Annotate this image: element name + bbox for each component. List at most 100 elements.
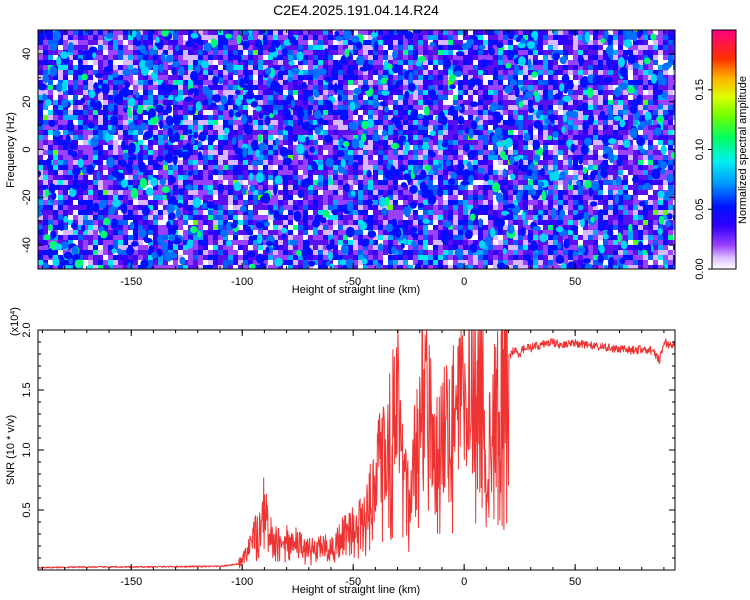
heatmap-cell — [38, 95, 43, 100]
heatmap-cell — [413, 50, 418, 55]
heatmap-cell — [523, 95, 528, 100]
heatmap-cell — [38, 100, 43, 105]
heatmap-cell — [553, 195, 558, 200]
heatmap-cell — [118, 100, 123, 105]
heatmap-cell — [388, 160, 393, 165]
heatmap-cell — [183, 75, 188, 80]
heatmap-cell — [603, 125, 608, 130]
heatmap-cell — [373, 175, 378, 180]
heatmap-cell — [358, 210, 363, 215]
heatmap-cell — [328, 150, 333, 155]
heatmap-cell — [658, 185, 663, 190]
heatmap-cell — [43, 140, 48, 145]
heatmap-cell — [603, 40, 608, 45]
heatmap-cell — [453, 200, 458, 205]
heatmap-cell — [573, 70, 578, 75]
heatmap-cell — [313, 200, 318, 205]
heatmap-cell — [428, 180, 433, 185]
heatmap-cell — [398, 130, 403, 135]
heatmap-cell — [268, 100, 273, 105]
heatmap-cell — [463, 155, 468, 160]
heatmap-cell — [238, 170, 243, 175]
heatmap-cell — [423, 150, 428, 155]
heatmap-cell — [508, 135, 513, 140]
heatmap-cell — [648, 180, 653, 185]
heatmap-cell — [363, 170, 368, 175]
heatmap-cell — [563, 215, 568, 220]
heatmap-cell — [453, 115, 458, 120]
heatmap-cell — [88, 150, 93, 155]
heatmap-cell — [298, 75, 303, 80]
heatmap-cell — [168, 70, 173, 75]
heatmap-cell — [483, 90, 488, 95]
heatmap-cell — [613, 155, 618, 160]
heatmap-cell — [268, 65, 273, 70]
heatmap-cell — [643, 205, 648, 210]
heatmap-cell — [518, 170, 523, 175]
heatmap-cell — [518, 50, 523, 55]
heatmap-cell — [568, 70, 573, 75]
heatmap-cell — [613, 35, 618, 40]
heatmap-cell — [143, 175, 148, 180]
heatmap-cell — [123, 175, 128, 180]
heatmap-cell — [528, 130, 533, 135]
heatmap-cell — [363, 45, 368, 50]
heatmap-cell — [188, 45, 193, 50]
heatmap-cell — [353, 155, 358, 160]
heatmap-cell — [208, 145, 213, 150]
heatmap-cell — [273, 110, 278, 115]
heatmap-cell — [88, 35, 93, 40]
heatmap-cell — [438, 195, 443, 200]
heatmap-cell — [103, 100, 108, 105]
heatmap-cell — [398, 110, 403, 115]
heatmap-cell — [93, 185, 98, 190]
heatmap-cell — [473, 170, 478, 175]
heatmap-cell — [278, 215, 283, 220]
heatmap-cell — [408, 215, 413, 220]
heatmap-cell — [328, 185, 333, 190]
heatmap-cell — [113, 180, 118, 185]
heatmap-cell — [288, 30, 293, 35]
heatmap-cell — [573, 200, 578, 205]
heatmap-cell — [263, 135, 268, 140]
heatmap-cell — [398, 195, 403, 200]
heatmap-cell — [368, 175, 373, 180]
heatmap-cell — [213, 145, 218, 150]
heatmap-cell — [183, 175, 188, 180]
heatmap-cell — [413, 200, 418, 205]
heatmap-cell — [618, 150, 623, 155]
heatmap-cell — [323, 145, 328, 150]
heatmap-cell — [188, 200, 193, 205]
heatmap-cell — [238, 65, 243, 70]
heatmap-cell — [603, 95, 608, 100]
heatmap-cell — [423, 140, 428, 145]
heatmap-cell — [253, 115, 258, 120]
heatmap-cell — [348, 210, 353, 215]
heatmap-cell — [673, 175, 675, 180]
heatmap-cell — [503, 180, 508, 185]
heatmap-cell — [338, 215, 343, 220]
heatmap-cell — [623, 220, 628, 225]
heatmap-cell — [163, 115, 168, 120]
heatmap-cell — [243, 155, 248, 160]
heatmap-cell — [613, 120, 618, 125]
heatmap-cell — [523, 110, 528, 115]
heatmap-cell — [588, 40, 593, 45]
heatmap-cell — [628, 95, 633, 100]
heatmap-cell — [183, 130, 188, 135]
heatmap-cell — [558, 65, 563, 70]
heatmap-cell — [223, 50, 228, 55]
heatmap-cell — [553, 105, 558, 110]
heatmap-cell — [368, 135, 373, 140]
heatmap-cell — [93, 110, 98, 115]
heatmap-cell — [253, 50, 258, 55]
heatmap-cell — [493, 175, 498, 180]
heatmap-cell — [168, 145, 173, 150]
heatmap-cell — [298, 45, 303, 50]
heatmap-cell — [603, 70, 608, 75]
heatmap-cell — [153, 105, 158, 110]
heatmap-cell — [103, 30, 108, 35]
heatmap-cell — [178, 180, 183, 185]
heatmap-cell — [263, 210, 268, 215]
heatmap-cell — [93, 195, 98, 200]
